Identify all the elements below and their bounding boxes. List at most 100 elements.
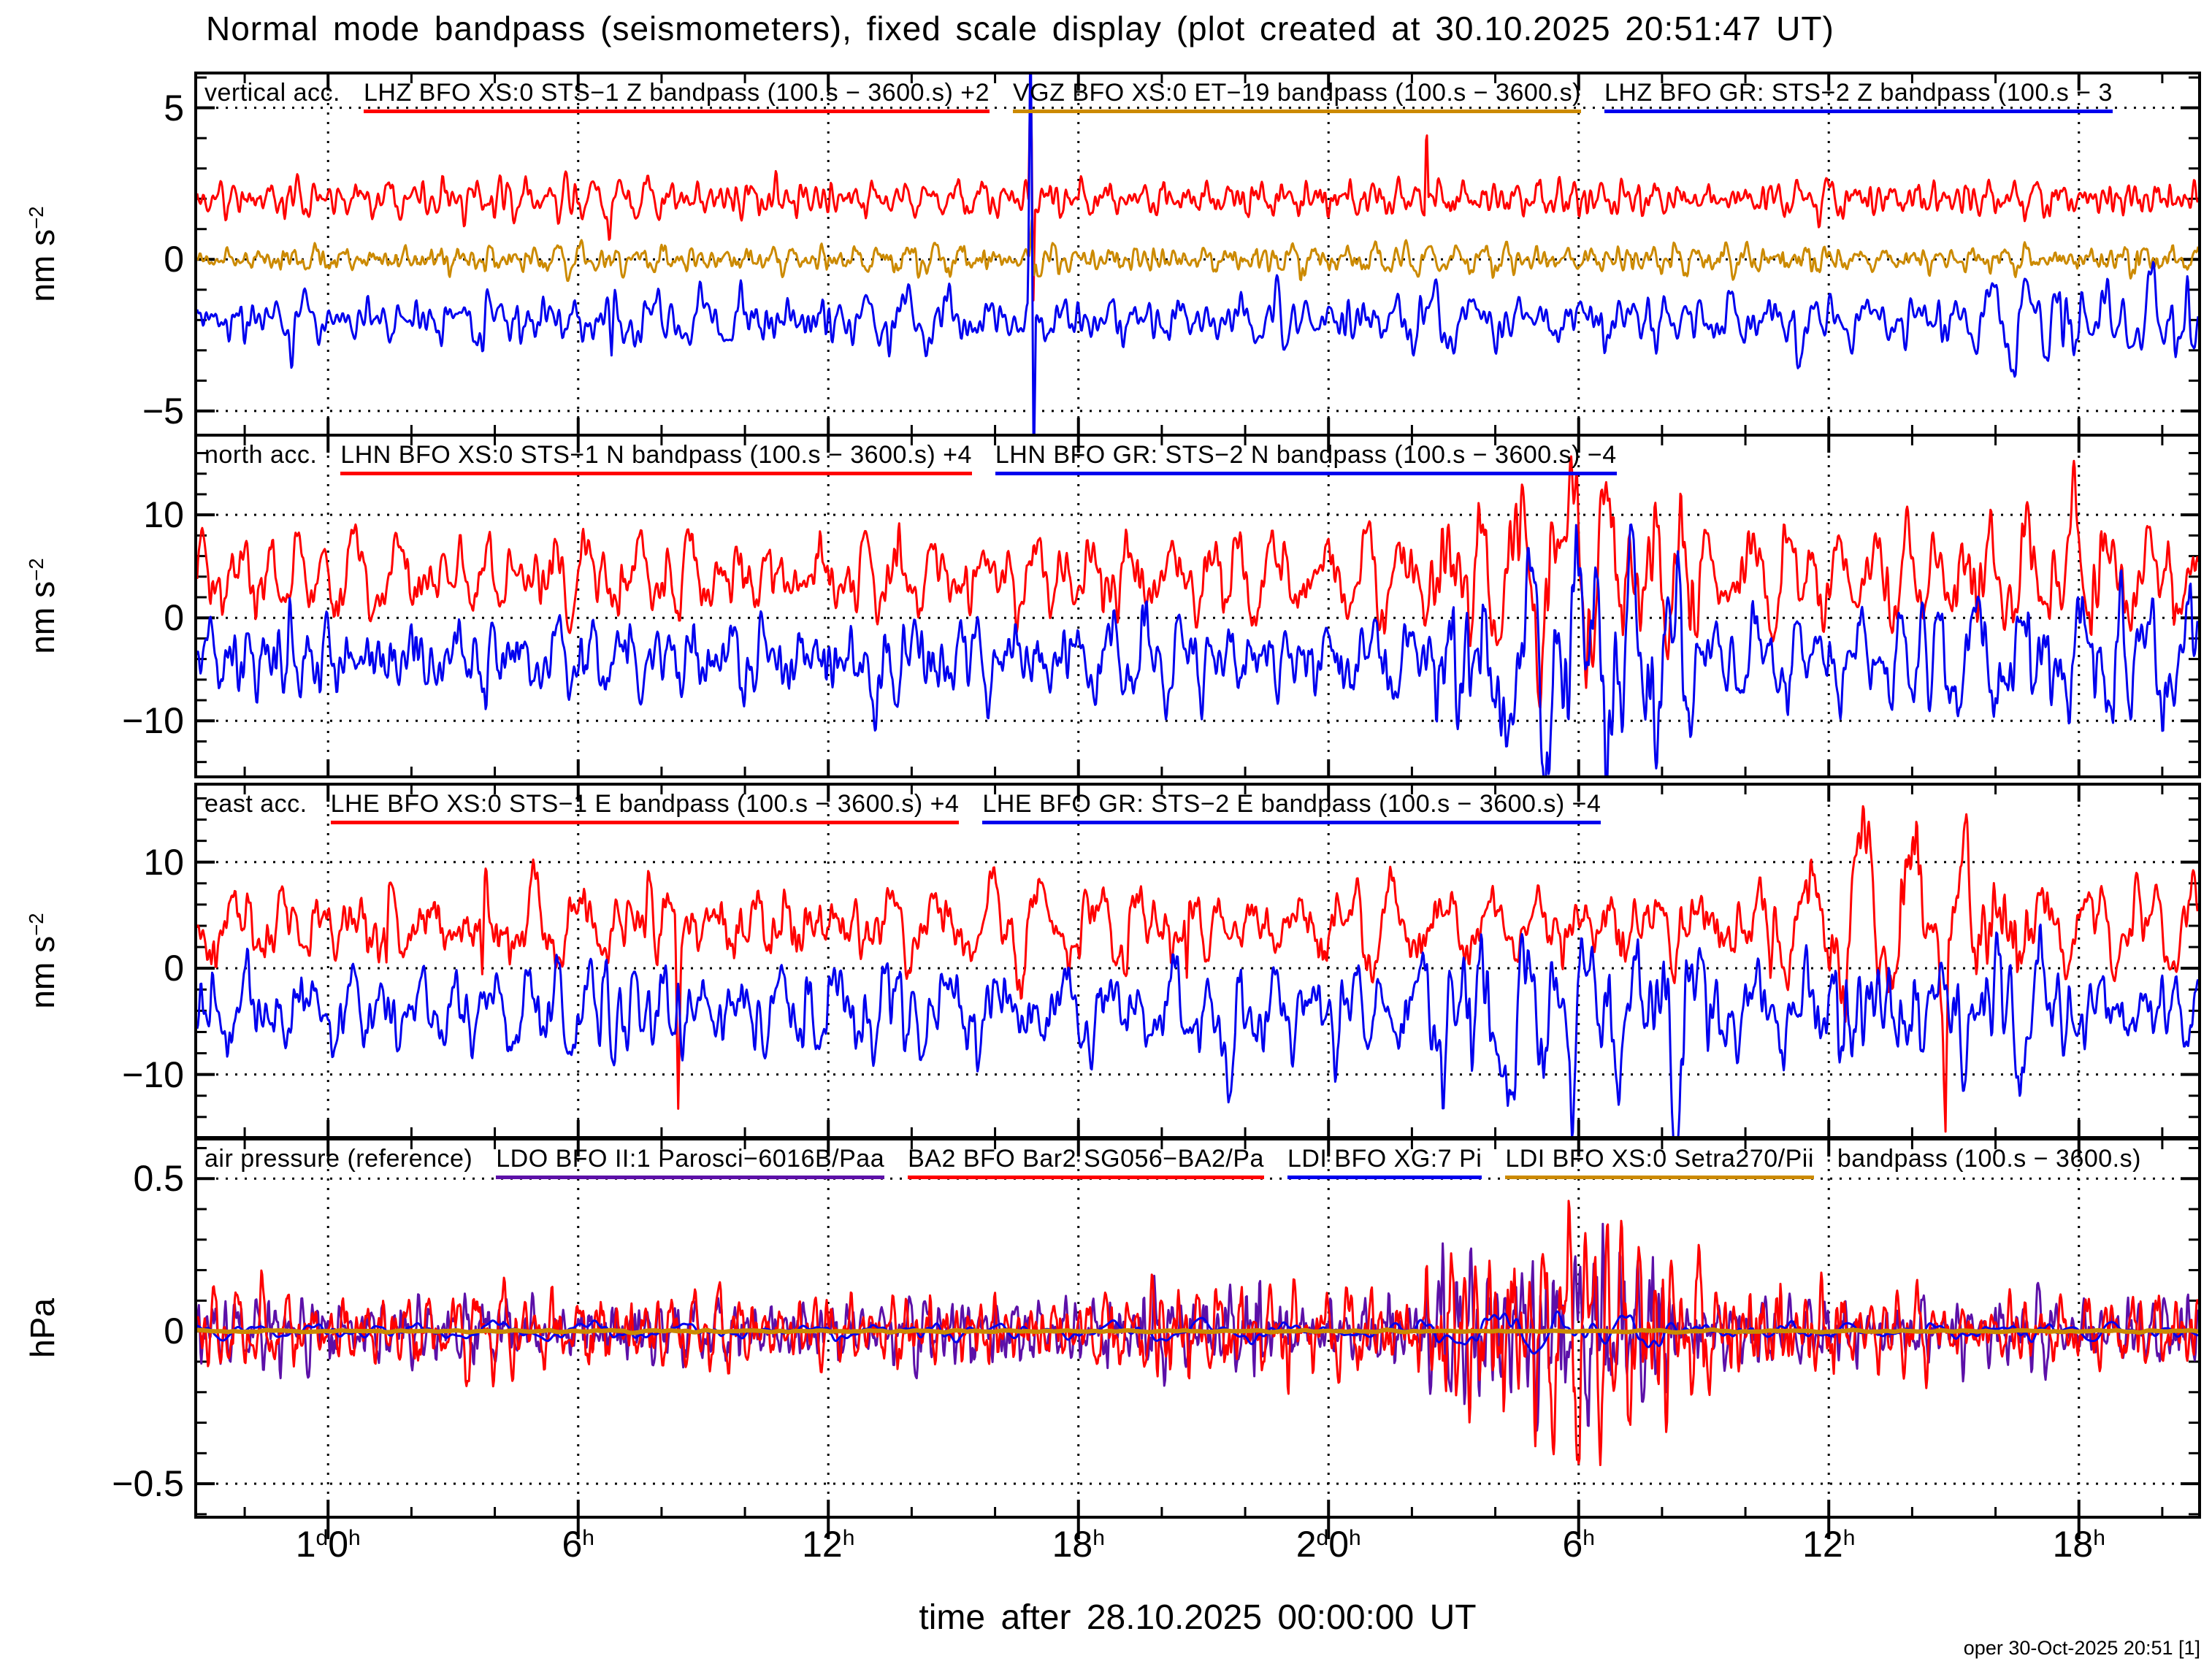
legend-entry-text: VGZ BFO XS:0 ET−19 bandpass (100.s − 360…: [1013, 79, 1581, 107]
legend-underline: [908, 1176, 1264, 1179]
y-tick-label: 10: [143, 494, 184, 536]
legend-entry-text: LDI BFO XS:0 Setra270/Pii: [1505, 1145, 1814, 1173]
legend-underline: [1013, 110, 1581, 113]
traces: [197, 455, 2198, 775]
y-tick-label: 0: [164, 597, 184, 639]
panel-label-vertical-acc: vertical acc.: [204, 79, 340, 113]
x-tick-label: 18h: [2052, 1524, 2105, 1565]
panel-air-pressure: air pressure (reference) LDO BFO II:1 Par…: [194, 1138, 2201, 1519]
legend-entry-text: vertical acc.: [204, 79, 340, 107]
panel-plot-east-acc: [197, 786, 2198, 1136]
gridlines: [197, 786, 2198, 1136]
legend-entry-text: east acc.: [204, 790, 307, 818]
legend-underline: [496, 1176, 885, 1179]
legend-entry-text: BA2 BFO Bar2 SG056−BA2/Pa: [908, 1145, 1264, 1173]
y-tick-label: 0: [164, 239, 184, 280]
legend-underline: [204, 821, 307, 824]
x-axis-title: time after 28.10.2025 00:00:00 UT: [919, 1598, 1477, 1637]
tick-marks: [197, 74, 2198, 434]
traces: [197, 805, 2198, 1136]
legend-underline: [204, 1176, 472, 1179]
traces: [197, 1200, 2198, 1466]
panel-label-north-acc: north acc.: [204, 441, 317, 475]
legend-entry: LDO BFO II:1 Parosci−6016B/Paa: [496, 1145, 885, 1179]
legend-entry: bandpass (100.s − 3600.s): [1837, 1145, 2141, 1179]
trace-lhn-sts-1-n-4: [197, 455, 2198, 710]
panel-plot-north-acc: [197, 437, 2198, 775]
legend-entry: LHZ BFO XS:0 STS−1 Z bandpass (100.s − 3…: [364, 79, 990, 113]
y-tick-label: 0: [164, 948, 184, 989]
legend-underline: [330, 821, 960, 824]
legend-entry-text: bandpass (100.s − 3600.s): [1837, 1145, 2141, 1173]
legend-entry: LDI BFO XS:0 Setra270/Pii: [1505, 1145, 1814, 1179]
legend-entry: VGZ BFO XS:0 ET−19 bandpass (100.s − 360…: [1013, 79, 1581, 113]
plot-footer-note: oper 30-Oct-2025 20:51 [1]: [1963, 1637, 2200, 1659]
legend-entry-text: air pressure (reference): [204, 1145, 473, 1173]
panel-plot-air-pressure: [197, 1140, 2198, 1516]
legend-underline: [204, 472, 317, 475]
legend-entry-text: LHE BFO XS:0 STS−1 E bandpass (100.s − 3…: [330, 790, 960, 818]
gridlines: [197, 437, 2198, 775]
legend-east-acc: east acc. LHE BFO XS:0 STS−1 E bandpass (…: [204, 790, 2197, 824]
panel-label-east-acc: east acc.: [204, 790, 307, 824]
legend-entry-text: LHE BFO GR: STS−2 E bandpass (100.s − 36…: [982, 790, 1601, 818]
legend-entry-text: north acc.: [204, 441, 318, 469]
y-tick-label: −10: [122, 1054, 184, 1095]
panel-north-acc: north acc. LHN BFO XS:0 STS−1 N bandpass …: [194, 434, 2201, 778]
legend-vertical-acc: vertical acc. LHZ BFO XS:0 STS−1 Z bandpa…: [204, 79, 2197, 113]
tick-marks: [197, 786, 2198, 1136]
legend-underline: [1287, 1176, 1482, 1179]
traces: [197, 74, 2198, 434]
legend-entry: LHE BFO GR: STS−2 E bandpass (100.s − 36…: [982, 790, 1601, 824]
panel-label-air-pressure: air pressure (reference): [204, 1145, 472, 1179]
trace-lhn-sts-2-n-4: [197, 523, 2198, 775]
legend-entry: LHE BFO XS:0 STS−1 E bandpass (100.s − 3…: [330, 790, 960, 824]
y-axis-unit-north-acc: nm s−2: [23, 558, 61, 654]
legend-underline: [1604, 110, 2113, 113]
legend-underline: [204, 110, 340, 113]
legend-entry-text: LDI BFO XG:7 Pi: [1287, 1145, 1482, 1173]
y-tick-label: 5: [164, 87, 184, 129]
legend-entry-text: LHN BFO GR: STS−2 N bandpass (100.s − 36…: [995, 441, 1617, 469]
legend-entry: LHZ BFO GR: STS−2 Z bandpass (100.s − 3: [1604, 79, 2113, 113]
legend-entry: BA2 BFO Bar2 SG056−BA2/Pa: [908, 1145, 1264, 1179]
trace-ldi-setra270-pii: [197, 1327, 2198, 1335]
x-tick-label: 12h: [1802, 1524, 1856, 1565]
trace-ldo-parosci-paa: [197, 1222, 2198, 1432]
y-tick-label: −10: [122, 700, 184, 742]
panel-plot-vertical-acc: [197, 74, 2198, 434]
page-title: Normal mode bandpass (seismometers), fix…: [206, 9, 1834, 47]
legend-underline: [995, 472, 1617, 475]
legend-underline: [982, 821, 1601, 824]
y-tick-label: 0.5: [133, 1158, 184, 1200]
legend-entry: LHN BFO XS:0 STS−1 N bandpass (100.s − 3…: [340, 441, 972, 475]
x-tick-label: 2d0h: [1296, 1524, 1361, 1565]
y-axis-unit-air-pressure: hPa: [23, 1298, 61, 1358]
legend-entry-text: LDO BFO II:1 Parosci−6016B/Paa: [496, 1145, 885, 1173]
x-tick-label: 18h: [1052, 1524, 1105, 1565]
trace-vgz-et-19: [197, 219, 2198, 283]
trace-lhz-sts-1-z-2: [197, 89, 2198, 302]
panel-vertical-acc: vertical acc. LHZ BFO XS:0 STS−1 Z bandpa…: [194, 72, 2201, 437]
x-tick-label: 6h: [562, 1524, 594, 1565]
legend-entry-text: LHZ BFO GR: STS−2 Z bandpass (100.s − 3: [1604, 79, 2113, 107]
legend-underline: [340, 472, 972, 475]
trace-lhz-sts-2-z: [197, 74, 2198, 434]
panel-east-acc: east acc. LHE BFO XS:0 STS−1 E bandpass (…: [194, 783, 2201, 1139]
legend-entry-text: LHZ BFO XS:0 STS−1 Z bandpass (100.s − 3…: [364, 79, 990, 107]
bottom-axis-ticks: [326, 1519, 2081, 1539]
y-axis-unit-vertical-acc: nm s−2: [23, 206, 61, 302]
y-axis-unit-east-acc: nm s−2: [23, 913, 61, 1009]
legend-entry: LDI BFO XG:7 Pi: [1287, 1145, 1482, 1179]
legend-air-pressure: air pressure (reference) LDO BFO II:1 Par…: [204, 1145, 2197, 1179]
legend-underline: [1837, 1176, 2141, 1179]
y-tick-label: −0.5: [112, 1463, 184, 1505]
trace-lhe-sts-1-e-4: [197, 805, 2198, 1133]
legend-entry-text: LHN BFO XS:0 STS−1 N bandpass (100.s − 3…: [340, 441, 972, 469]
x-tick-label: 12h: [802, 1524, 855, 1565]
x-tick-label: 1d0h: [295, 1524, 361, 1565]
y-tick-label: 10: [143, 841, 184, 883]
legend-underline: [364, 110, 990, 113]
y-tick-label: 0: [164, 1311, 184, 1352]
